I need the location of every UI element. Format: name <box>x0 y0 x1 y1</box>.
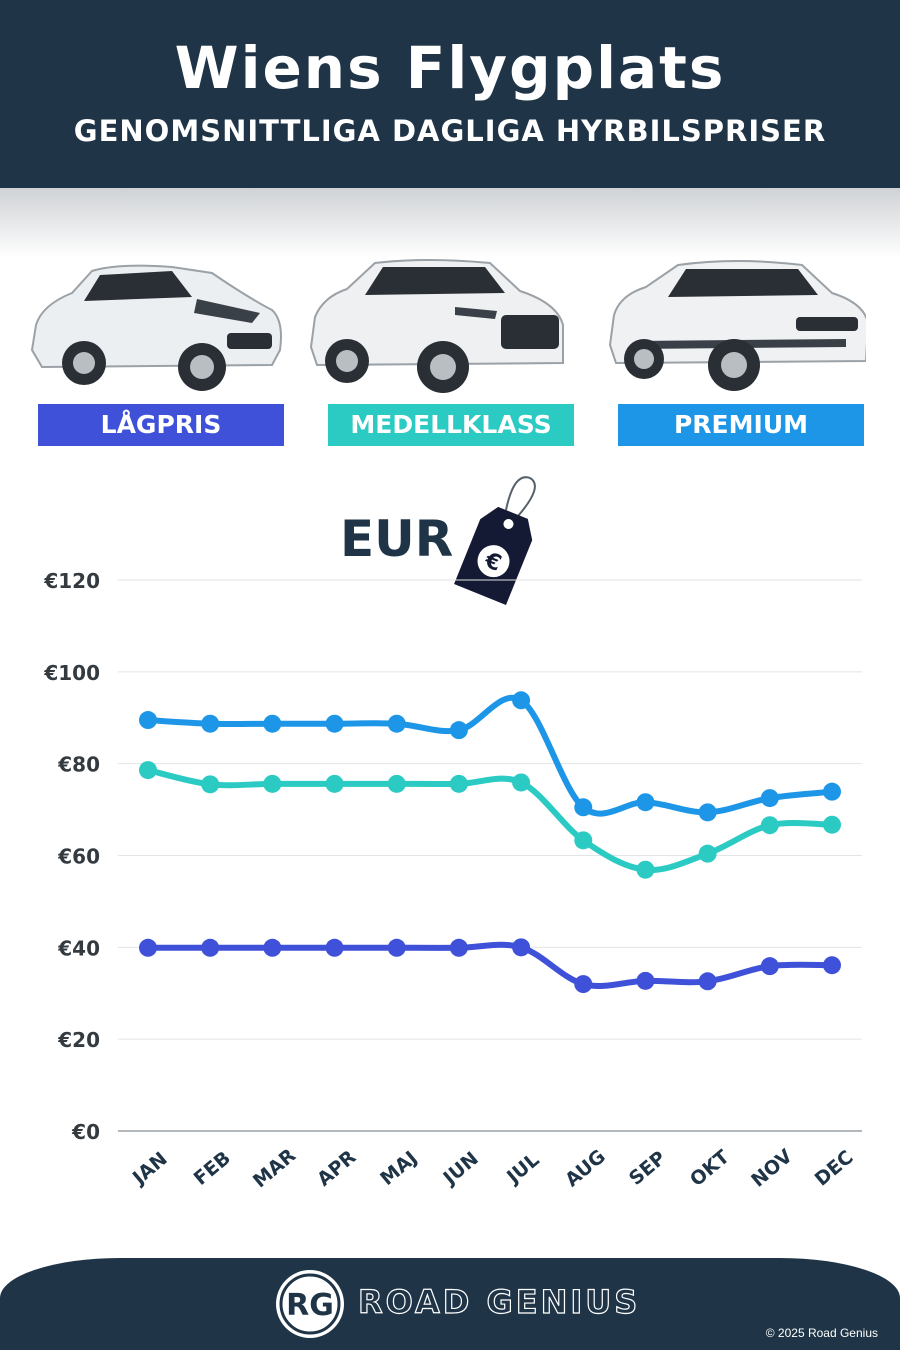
y-tick-label: €60 <box>57 845 100 869</box>
data-point-lgpris <box>698 972 717 991</box>
suv-car-icon <box>309 259 564 393</box>
currency-label: EUR <box>340 510 454 568</box>
data-point-lgpris <box>325 938 344 957</box>
header-shadow <box>0 188 900 258</box>
data-point-lgpris <box>760 957 779 976</box>
data-point-medellklass <box>698 844 717 863</box>
data-point-lgpris <box>512 938 531 957</box>
footer-banner <box>0 1258 900 1350</box>
y-tick-label: €40 <box>57 936 100 960</box>
data-point-medellklass <box>263 774 282 793</box>
data-point-premium <box>512 691 531 710</box>
data-point-lgpris <box>263 938 282 957</box>
data-point-premium <box>449 721 468 740</box>
x-tick-label: MAR <box>249 1144 300 1192</box>
price-line-chart: €0 €20 €40 €60 €80 €100 €120 JAN FEB MAR APR MAJ JUN… <box>43 569 862 1192</box>
data-point-premium <box>574 798 593 817</box>
series-line-lgpris <box>145 941 835 989</box>
data-point-premium <box>139 711 157 730</box>
data-point-lgpris <box>387 938 406 957</box>
data-point-medellklass <box>201 775 220 794</box>
x-tick-label: JUN <box>438 1148 483 1191</box>
data-point-medellklass <box>449 774 468 793</box>
y-tick-label: €0 <box>71 1120 100 1144</box>
category-badge-lagpris: LÅGPRIS <box>38 404 284 446</box>
data-point-lgpris <box>201 938 220 957</box>
x-tick-label: JAN <box>127 1148 172 1190</box>
category-badge-medellklass: MEDELLKLASS <box>328 404 574 446</box>
data-point-premium <box>387 714 406 733</box>
logo-text: RG <box>286 1288 334 1323</box>
copyright-text: © 2025 Road Genius <box>765 1326 878 1340</box>
page-title: Wiens Flygplats <box>174 34 726 102</box>
x-tick-label: AUG <box>561 1145 610 1191</box>
data-point-premium <box>760 789 779 808</box>
x-tick-label: DEC <box>811 1146 858 1190</box>
data-point-premium <box>263 714 282 733</box>
x-tick-label: SEP <box>625 1147 670 1190</box>
data-point-medellklass <box>636 860 655 879</box>
x-tick-label: APR <box>313 1146 361 1191</box>
series-line-premium <box>145 694 835 817</box>
x-tick-label: OKT <box>686 1146 734 1191</box>
premium-suv-car-icon <box>608 260 866 391</box>
data-point-medellklass <box>325 774 344 793</box>
page-subtitle: GENOMSNITTLIGA DAGLIGA HYRBILSPRISER <box>73 114 827 148</box>
data-point-premium <box>698 803 717 822</box>
x-tick-label: FEB <box>190 1147 235 1190</box>
data-point-premium <box>823 782 841 801</box>
x-tick-label: MAJ <box>376 1147 421 1190</box>
data-point-medellklass <box>387 774 406 793</box>
data-point-premium <box>636 793 655 812</box>
y-tick-label: €120 <box>43 569 100 593</box>
data-point-medellklass <box>512 773 531 792</box>
data-point-medellklass <box>139 761 157 780</box>
data-point-lgpris <box>636 971 655 990</box>
data-point-lgpris <box>139 938 157 957</box>
data-point-medellklass <box>760 816 779 835</box>
data-point-lgpris <box>574 975 593 994</box>
data-point-lgpris <box>823 956 841 975</box>
data-point-medellklass <box>574 831 593 850</box>
brand-name: ROAD GENIUS <box>357 1282 641 1321</box>
data-point-lgpris <box>449 938 468 957</box>
hatchback-car-icon <box>30 264 282 391</box>
y-tick-label: €100 <box>43 661 100 685</box>
y-tick-label: €20 <box>57 1028 100 1052</box>
data-point-premium <box>201 714 220 733</box>
x-tick-label: JUL <box>501 1149 543 1189</box>
x-tick-label: NOV <box>747 1145 797 1192</box>
header-banner: Wiens Flygplats GENOMSNITTLIGA DAGLIGA H… <box>0 0 900 188</box>
data-point-medellklass <box>823 815 841 834</box>
y-tick-label: €80 <box>57 753 100 777</box>
category-badge-premium: PREMIUM <box>618 404 864 446</box>
data-point-premium <box>325 714 344 733</box>
road-genius-logo-icon: RG <box>276 1270 344 1338</box>
